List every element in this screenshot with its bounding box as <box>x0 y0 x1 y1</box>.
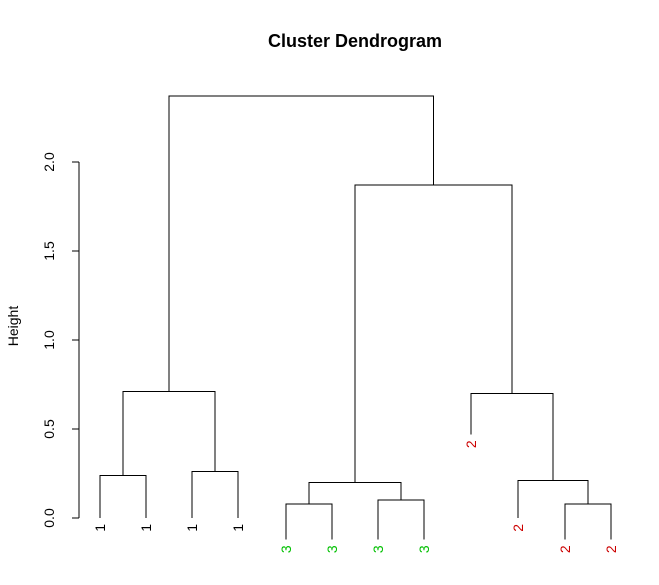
leaf-label: 3 <box>416 545 432 553</box>
merge-branch-10 <box>168 95 434 392</box>
merge-branch-6 <box>564 503 612 540</box>
leaf-label: 2 <box>557 545 573 553</box>
merge-branch-9 <box>354 184 513 483</box>
leaf-label: 3 <box>278 545 294 553</box>
y-tick-label: 2.0 <box>41 152 57 172</box>
merge-branch-0 <box>99 474 147 518</box>
dendrogram-branches <box>99 95 612 540</box>
leaf-labels: 1 1 1 1 3 3 3 3 2 2 2 2 <box>92 440 619 553</box>
y-axis: 0.0 0.5 1.0 1.5 2.0 <box>41 152 80 528</box>
leaf-label: 3 <box>370 545 386 553</box>
y-tick-label: 1.5 <box>41 241 57 261</box>
merge-branch-2 <box>122 391 216 476</box>
y-tick-label: 1.0 <box>41 330 57 350</box>
leaf-label: 1 <box>92 524 108 532</box>
merge-branch-1 <box>191 471 239 518</box>
leaf-label: 1 <box>138 524 154 532</box>
chart-title: Cluster Dendrogram <box>268 31 442 51</box>
leaf-label: 1 <box>184 524 200 532</box>
merge-branch-7 <box>517 480 589 518</box>
y-tick-label: 0.0 <box>41 508 57 528</box>
merge-branch-3 <box>285 503 333 540</box>
y-axis-label: Height <box>5 306 21 347</box>
leaf-label: 2 <box>603 545 619 553</box>
merge-branch-4 <box>377 499 425 540</box>
leaf-label: 3 <box>324 545 340 553</box>
leaf-label: 2 <box>510 524 526 532</box>
y-tick-label: 0.5 <box>41 419 57 439</box>
merge-branch-8 <box>470 392 554 481</box>
leaf-label: 2 <box>463 440 479 448</box>
leaf-label: 1 <box>230 524 246 532</box>
